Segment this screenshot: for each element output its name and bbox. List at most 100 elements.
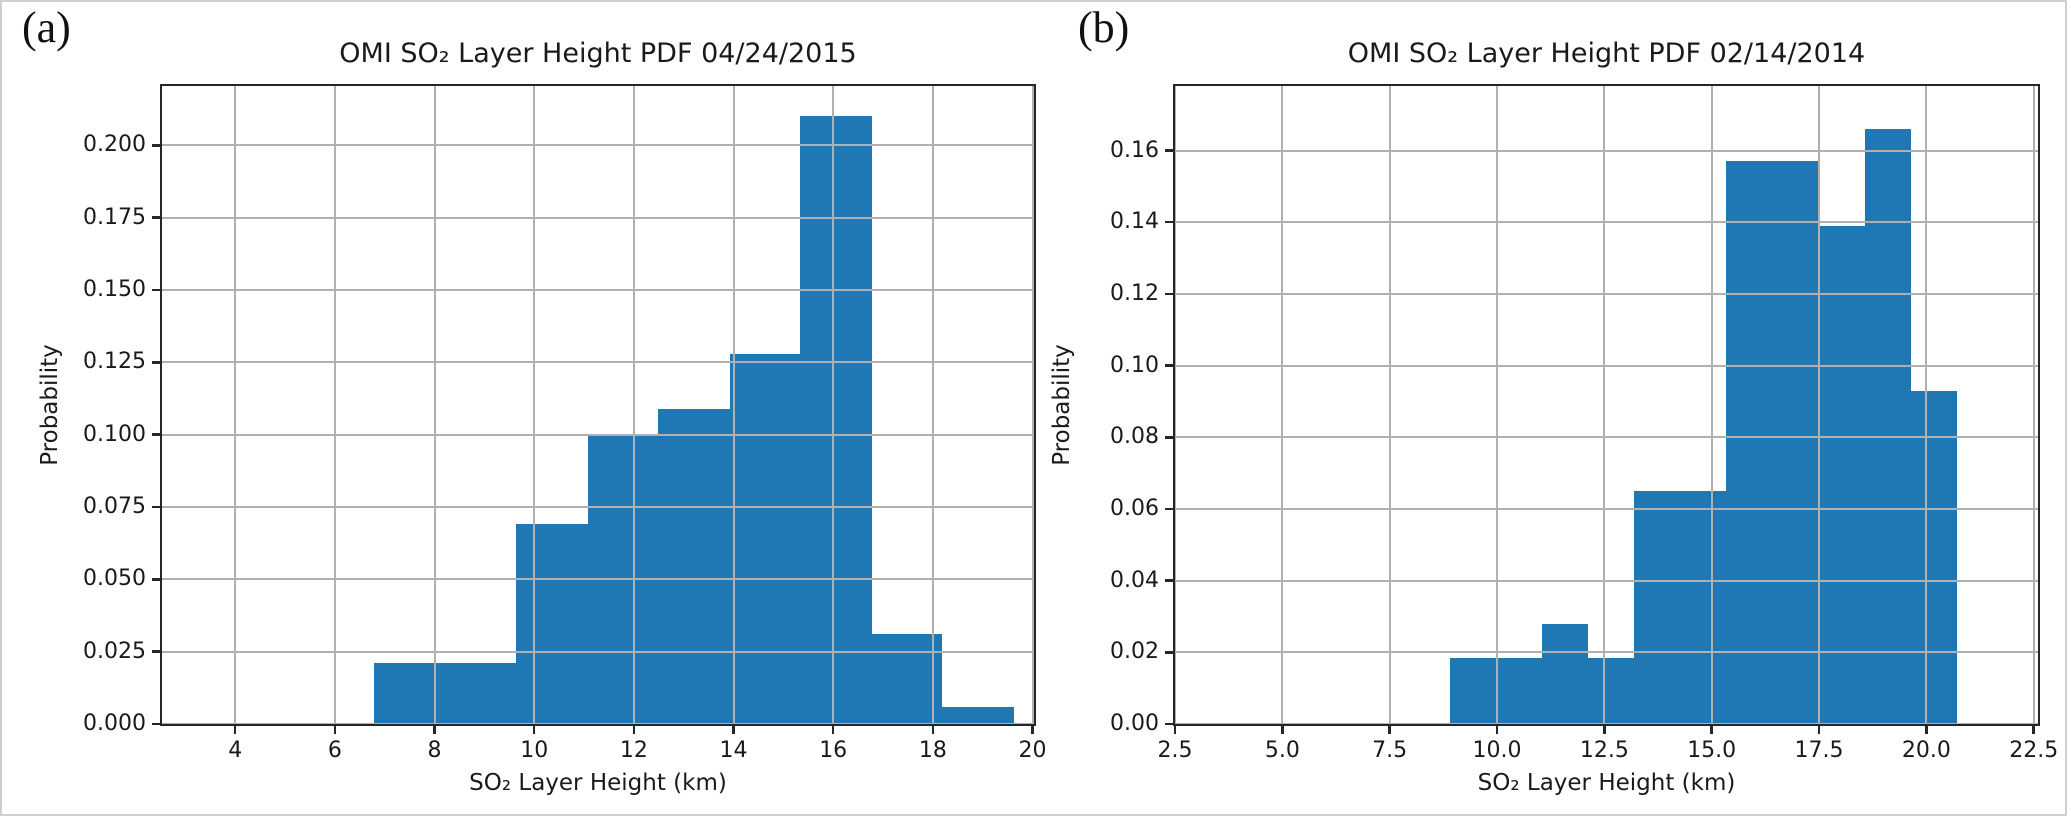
y-tick-mark [152,505,160,509]
y-gridline [1175,436,2038,439]
x-tick-mark [1173,726,1177,734]
y-tick-mark [152,144,160,147]
y-tick-label: 0.00 [1110,711,1159,736]
x-tick-mark [1281,726,1284,734]
x-gridline [732,86,735,724]
y-tick-label: 0.100 [83,421,146,447]
y-tick-mark [1165,507,1173,511]
x-gridline [1710,86,1713,724]
x-tick-label: 16 [819,738,848,763]
y-tick-label: 0.08 [1110,424,1159,450]
x-tick-label: 5.0 [1264,738,1300,763]
y-gridline [162,650,1034,653]
x-tick-mark [831,726,835,734]
y-gridline [162,144,1034,147]
x-tick-label: 22.5 [2009,738,2059,763]
x-tick-mark [233,726,237,734]
y-tick-mark [152,433,160,436]
y-gridline [162,578,1034,581]
x-tick-mark [1388,726,1391,734]
x-tick-label: 8 [427,738,442,763]
y-tick-label: 0.12 [1110,280,1159,306]
panel-a-title: OMI SO₂ Layer Height PDF 04/24/2015 [339,38,857,69]
x-gridline [1031,86,1034,724]
x-tick-label: 4 [228,738,243,763]
y-tick-label: 0.125 [83,349,146,375]
x-tick-mark [1495,726,1499,734]
histogram-bar [1588,657,1635,724]
y-tick-label: 0.075 [83,493,146,519]
x-tick-mark [1031,726,1034,734]
y-tick-label: 0.04 [1110,567,1159,593]
y-tick-label: 0.16 [1110,137,1159,163]
x-gridline [1388,86,1391,724]
y-tick-mark [1165,722,1173,726]
x-tick-label: 18 [918,738,947,763]
y-tick-mark [152,288,160,292]
panel-b-title: OMI SO₂ Layer Height PDF 02/14/2014 [1347,38,1866,69]
x-gridline [234,86,237,724]
panel-a-x-axis-label: SO₂ Layer Height (km) [469,770,727,796]
x-tick-label: 6 [327,738,342,763]
y-gridline [1175,579,2038,582]
y-tick-mark [1165,579,1173,582]
histogram-bar [729,353,801,724]
histogram-bar [1772,161,1819,724]
y-gridline [162,505,1034,508]
histogram-bar [1910,390,1958,724]
y-tick-label: 0.050 [83,566,146,592]
x-tick-mark [632,726,636,734]
y-gridline [162,433,1034,436]
y-tick-mark [1165,149,1173,152]
y-tick-label: 0.025 [83,638,146,664]
y-tick-label: 0.14 [1110,209,1159,235]
x-tick-mark [1603,726,1606,734]
x-tick-mark [1925,726,1928,734]
histogram-bar [1726,161,1773,724]
x-tick-label: 12 [619,738,648,763]
y-gridline [1175,149,2038,152]
y-tick-label: 0.200 [83,132,146,158]
x-gridline [931,86,934,724]
y-tick-label: 0.175 [83,204,146,230]
y-tick-mark [1165,364,1173,367]
histogram-bar [445,663,517,724]
x-tick-mark [732,726,735,734]
x-tick-mark [1710,726,1713,734]
panel-a-label: (a) [22,3,71,52]
x-tick-label: 12.5 [1579,738,1629,763]
x-gridline [2032,86,2035,724]
y-gridline [1175,221,2038,224]
x-gridline [832,86,835,724]
y-gridline [162,288,1034,291]
histogram-bar [1864,129,1911,724]
histogram-bar [871,634,943,724]
x-tick-mark [931,726,935,734]
x-tick-mark [2032,726,2035,734]
x-gridline [333,86,336,724]
x-gridline [1281,86,1284,724]
y-tick-label: 0.06 [1110,495,1159,521]
x-tick-label: 10 [520,738,549,763]
panel-b-label: (b) [1078,3,1130,52]
y-tick-mark [1165,651,1173,654]
y-tick-mark [1165,220,1173,224]
y-tick-mark [152,216,160,219]
y-gridline [162,361,1034,364]
axes-spines [160,84,1036,726]
x-tick-label: 10.0 [1472,738,1522,763]
histogram-bar [1542,623,1589,724]
histogram-bar [1449,657,1496,724]
x-tick-label: 17.5 [1794,738,1844,763]
histogram-bar [942,706,1014,724]
histogram-bar [658,408,730,724]
y-gridline [162,216,1034,219]
x-gridline [433,86,436,724]
y-tick-mark [152,650,160,653]
histogram-bar [1818,225,1865,724]
y-tick-label: 0.000 [83,711,146,736]
y-gridline [1175,292,2038,295]
histogram-bar [1634,491,1681,724]
x-gridline [1925,86,1928,724]
x-tick-mark [532,726,536,734]
